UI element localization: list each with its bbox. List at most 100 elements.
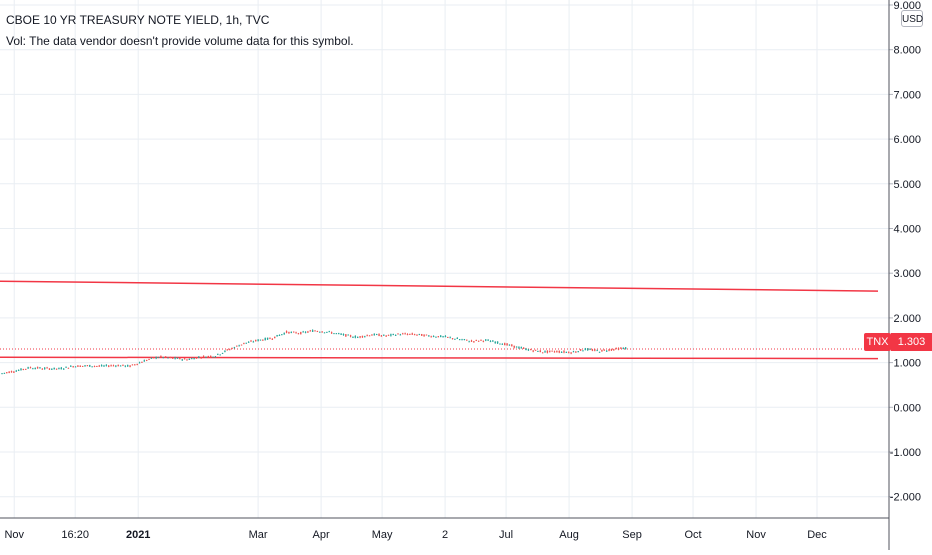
candle-body xyxy=(579,349,582,351)
candle-body xyxy=(292,331,295,333)
candle-body xyxy=(361,335,364,338)
candle-body xyxy=(119,365,122,367)
candle-body xyxy=(458,339,461,341)
candle-body xyxy=(489,341,492,343)
candle-body xyxy=(447,336,449,338)
candle-body xyxy=(274,336,276,339)
candle-body xyxy=(504,343,506,346)
candle-body xyxy=(148,358,150,360)
y-tick-label: 1.000 xyxy=(893,358,921,370)
x-tick-label: Sep xyxy=(622,529,642,541)
candle-body xyxy=(217,353,219,355)
candle-body xyxy=(202,355,205,357)
candle-body xyxy=(461,339,463,341)
candle-body xyxy=(105,364,108,366)
candle-body xyxy=(255,339,257,341)
candle-body xyxy=(172,357,174,359)
candle-body xyxy=(482,340,485,342)
candle-body xyxy=(418,333,421,335)
y-tick-label: 2.000 xyxy=(893,313,921,325)
candle-body xyxy=(328,331,330,333)
candle-body xyxy=(129,365,131,367)
x-tick-label: Nov xyxy=(746,529,766,541)
candle-body xyxy=(3,372,6,374)
currency-button[interactable]: USD xyxy=(901,10,923,27)
candle-body xyxy=(295,332,297,334)
candle-body xyxy=(525,348,527,351)
candle-body xyxy=(513,345,515,348)
candle-body xyxy=(309,330,311,332)
candle-body xyxy=(181,359,183,361)
candle-body xyxy=(546,350,549,353)
candle-body xyxy=(257,339,259,341)
chart-title: CBOE 10 YR TREASURY NOTE YIELD, 1h, TVC xyxy=(6,13,270,27)
candle-body xyxy=(304,331,307,333)
x-tick-label: 2021 xyxy=(126,529,150,541)
candle-body xyxy=(357,337,359,339)
candle-body xyxy=(449,337,451,339)
y-tick-label: -1.000 xyxy=(890,447,921,459)
candle-body xyxy=(233,347,236,349)
candle-body xyxy=(98,365,100,367)
candle-body xyxy=(13,371,15,373)
candle-body xyxy=(402,333,404,335)
candle-body xyxy=(620,347,622,349)
candle-body xyxy=(72,366,74,368)
candle-body xyxy=(100,365,103,367)
candle-body xyxy=(127,365,129,367)
y-tick-label: 4.000 xyxy=(893,224,921,236)
candle-body xyxy=(271,338,274,340)
candle-body xyxy=(8,371,10,373)
candle-body xyxy=(58,368,60,370)
candle-body xyxy=(290,331,293,333)
candle-body xyxy=(60,367,63,370)
candle-body xyxy=(110,365,112,367)
candle-body xyxy=(316,331,319,333)
candle-body xyxy=(134,364,136,366)
candle-body xyxy=(439,335,442,338)
candle-body xyxy=(624,347,627,350)
candle-body xyxy=(423,334,425,337)
candle-body xyxy=(93,366,96,368)
candle-body xyxy=(39,367,41,369)
candle-body xyxy=(326,331,328,333)
x-tick-label: May xyxy=(372,529,393,541)
candle-body xyxy=(20,368,22,371)
candle-body xyxy=(136,363,138,365)
candle-body xyxy=(205,356,207,358)
candle-body xyxy=(594,349,596,351)
candle-body xyxy=(302,331,304,333)
candle-body xyxy=(575,351,577,353)
candle-body xyxy=(560,351,563,353)
chart-legend: CBOE 10 YR TREASURY NOTE YIELD, 1h, TVC … xyxy=(6,10,354,52)
candle-body xyxy=(532,350,534,352)
candle-body xyxy=(44,367,46,369)
candle-body xyxy=(520,347,523,349)
candle-body xyxy=(62,368,65,370)
candle-body xyxy=(570,352,572,354)
candle-body xyxy=(387,334,390,336)
candle-body xyxy=(17,370,20,372)
y-tick-label: 9.000 xyxy=(893,0,921,12)
candle-body xyxy=(333,333,335,335)
x-tick-label: Nov xyxy=(4,529,24,541)
candle-body xyxy=(456,338,458,340)
candle-body xyxy=(252,341,255,343)
candle-body xyxy=(534,349,537,351)
candle-body xyxy=(390,334,392,336)
candle-body xyxy=(6,372,8,374)
candle-body xyxy=(487,339,489,341)
candle-body xyxy=(188,358,191,360)
candle-body xyxy=(544,351,546,353)
candle-body xyxy=(240,344,243,346)
candle-body xyxy=(553,351,556,353)
candle-body xyxy=(79,365,81,367)
candle-body xyxy=(236,345,238,347)
candle-body xyxy=(226,349,228,351)
candle-body xyxy=(596,350,598,352)
candle-body xyxy=(617,348,620,350)
candle-body xyxy=(345,334,347,337)
candle-body xyxy=(117,365,119,367)
